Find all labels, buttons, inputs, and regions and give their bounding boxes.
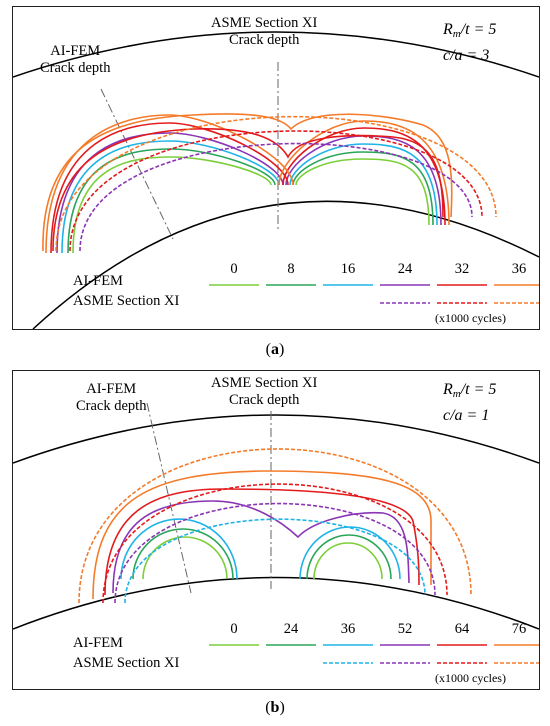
geometry-parameters: Rm/t = 5 c/a = 3 [443,21,497,64]
legend-cycle-value: 0 [230,261,238,277]
outer-pipe-surface [13,414,539,464]
legend-lines-a [209,284,539,304]
crack-front-diagram-a [13,31,539,329]
figure-panel-b: AI-FEM Crack depth ASME Section XI Crack… [12,370,540,690]
aifem-right-crack-front [278,120,450,226]
aifem-left-crack-front [67,148,276,254]
geometry-parameters: Rm/t = 5 c/a = 1 [443,381,497,424]
aifem-right-crack-front [289,143,438,226]
asme-crack-depth-label: ASME Section XI Crack depth [211,375,318,408]
legend-cycle-value: 16 [340,261,356,277]
aifem-merged-crack-front [92,470,432,600]
asme-crack-front [79,142,473,252]
legend-aifem-label: AI-FEM [73,635,123,651]
aifem-crack-depth-label: AI-FEM Crack depth [76,381,147,414]
legend-cycle-value: 8 [287,261,295,277]
aifem-left-crack-front [142,536,228,580]
aifem-right-crack-front [299,526,401,580]
aifem-right-crack-front [313,542,383,580]
crack-front-curves-b [78,448,472,604]
legend-cycle-value: 24 [397,261,413,277]
aifem-crack-depth-label: AI-FEM Crack depth [40,43,111,76]
aifem-merged-crack-front [42,113,453,252]
aifem-left-crack-front [61,140,280,254]
aifem-merged-crack-front [104,488,420,596]
asme-crack-front [102,483,448,604]
legend-asme-label: ASME Section XI [73,655,180,671]
crack-front-diagram-b [13,402,539,664]
legend-cycle-value: 36 [511,261,527,277]
legend-cycle-value: 0 [230,621,238,637]
aifem-right-crack-front [306,534,392,580]
aifem-left-crack-front [120,518,238,580]
inner-pipe-surface [13,576,539,630]
legend-lines-b [209,644,539,664]
aifem-left-crack-front [50,122,289,254]
aifem-left-crack-front [132,528,234,580]
legend-cycle-value: 32 [454,261,470,277]
aifem-merged-crack-front [52,127,444,252]
asme-crack-front [69,130,483,252]
asme-crack-front [114,502,436,604]
aifem-left-crack-front [56,132,284,254]
asme-crack-front [124,518,426,604]
caption-b: (b) [265,699,285,716]
crack-front-curves-a [42,113,497,254]
legend-aifem-label: AI-FEM [73,273,123,289]
inner-pipe-surface [32,200,539,329]
asme-crack-depth-label: ASME Section XI Crack depth [211,15,318,48]
asme-crack-front [78,448,472,604]
asme-crack-front [55,115,497,252]
caption-a: (a) [265,341,285,358]
legend-asme-label: ASME Section XI [73,293,180,309]
legend-cycle-value: 64 [454,621,470,637]
legend-cycle-value: 52 [397,621,413,637]
figure-panel-a: AI-FEM Crack depth ASME Section XI Crack… [12,6,540,330]
aifem-merged-crack-front [112,500,410,594]
cycles-unit-label: (x1000 cycles) [435,311,506,325]
aifem-right-crack-front [292,151,434,226]
aifem-right-crack-front [295,158,430,226]
cycles-unit-label: (x1000 cycles) [435,671,506,685]
legend-cycle-value: 76 [511,621,527,637]
aifem-crack-depth-line [146,402,192,594]
aifem-crack-depth-line [100,88,174,240]
outer-pipe-surface [13,31,539,78]
aifem-right-crack-front [282,127,446,226]
legend-cycle-value: 24 [283,621,299,637]
legend-cycle-value: 36 [340,621,356,637]
aifem-left-crack-front [45,114,294,254]
aifem-left-crack-front [72,156,272,254]
